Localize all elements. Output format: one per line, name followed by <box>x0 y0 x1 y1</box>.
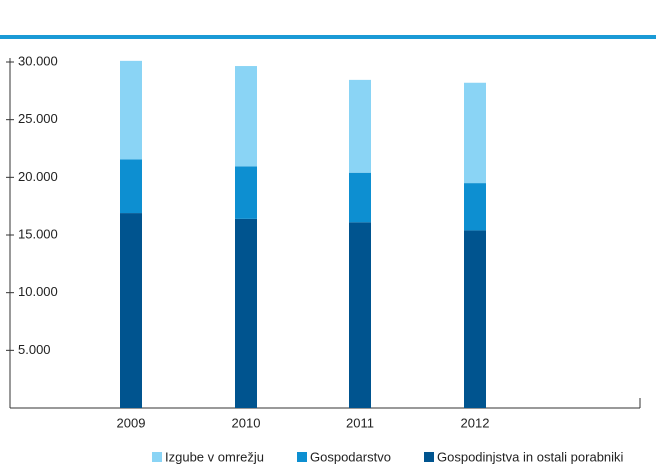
bar-segment <box>464 82 486 184</box>
bar-segment <box>120 60 142 160</box>
x-tick-label: 2010 <box>232 415 261 430</box>
legend-swatch <box>424 452 434 462</box>
legend-swatch <box>152 452 162 462</box>
bar-segment <box>235 66 257 167</box>
legend-label: Izgube v omrežju <box>165 449 264 464</box>
y-tick-label: 15.000 <box>18 226 58 241</box>
x-tick-label: 2009 <box>117 415 146 430</box>
bar-segment <box>235 218 257 408</box>
y-tick-label: 10.000 <box>18 284 58 299</box>
y-tick-label: 5.000 <box>18 342 51 357</box>
bar-segment <box>120 159 142 214</box>
bar-segment <box>349 79 371 173</box>
header-rule <box>0 35 656 39</box>
y-tick-label: 30.000 <box>18 53 58 68</box>
legend-swatch <box>297 452 307 462</box>
x-tick-label: 2012 <box>461 415 490 430</box>
bar-segment <box>349 222 371 408</box>
legend-label: Gospodarstvo <box>310 449 391 464</box>
y-tick-label: 20.000 <box>18 169 58 184</box>
x-tick-label: 2011 <box>346 415 374 430</box>
bar-segment <box>464 183 486 231</box>
bar-segment <box>235 166 257 219</box>
bar-segment <box>464 230 486 408</box>
bar-segment <box>120 213 142 408</box>
legend-label: Gospodinjstva in ostali porabniki <box>437 449 624 464</box>
y-tick-label: 25.000 <box>18 111 58 126</box>
bar-segment <box>349 172 371 223</box>
